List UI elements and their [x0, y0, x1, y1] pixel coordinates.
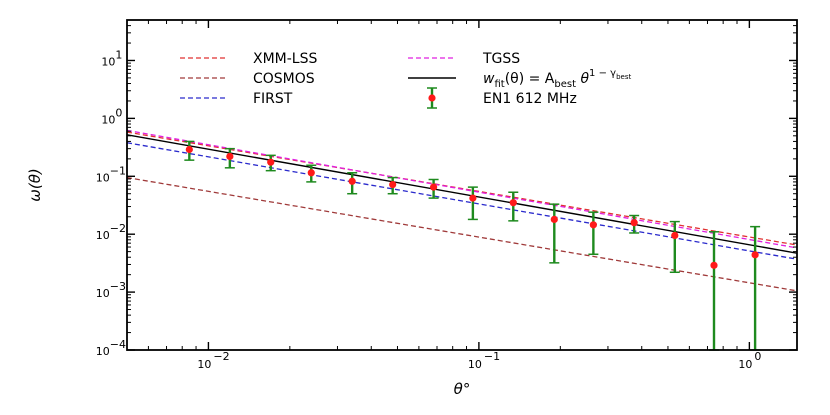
data-point	[709, 231, 720, 351]
axes-frame	[126, 19, 798, 351]
data-point	[347, 172, 358, 195]
data-point	[508, 191, 519, 222]
data-marker	[185, 145, 193, 154]
y-tick-label: 10	[96, 171, 110, 184]
y-tick-label: 10	[96, 287, 110, 300]
y-tick-label: 10	[96, 345, 110, 358]
x-tick-label: 10	[197, 358, 211, 371]
data-marker	[226, 152, 234, 161]
y-tick-exponent: −3	[110, 280, 126, 293]
data-point	[306, 164, 317, 183]
data-point	[549, 203, 560, 264]
data-point	[588, 211, 599, 256]
fit-body: (θ) = A	[505, 71, 555, 87]
data-point	[467, 186, 478, 221]
fit-theta: θ	[576, 71, 589, 87]
data-marker	[671, 231, 679, 240]
y-tick-label: 10	[96, 229, 110, 242]
line-w-fit	[127, 134, 797, 254]
line-first	[127, 142, 797, 260]
legend-fit-label: wfit(θ) = Abest θ1 − γbest	[483, 68, 631, 90]
data-marker	[307, 169, 315, 177]
x-axis-label: θ°	[454, 380, 471, 398]
data-marker	[348, 177, 356, 185]
data-points	[184, 140, 761, 351]
data-point	[428, 178, 439, 199]
legend-marker	[428, 94, 436, 102]
line-tgss	[127, 129, 797, 249]
data-point	[265, 154, 276, 172]
line-cosmos	[127, 176, 797, 292]
y-tick-exponent: 0	[115, 106, 122, 119]
fit-exponent: 1 − γ	[589, 68, 616, 79]
best-subscript: best	[554, 79, 576, 90]
data-point	[629, 214, 640, 234]
data-marker	[710, 261, 718, 269]
data-marker	[267, 158, 275, 166]
y-tick-exponent: −2	[110, 222, 126, 235]
fit-exponent-subscript: best	[616, 73, 631, 81]
y-tick-label: 10	[101, 55, 115, 68]
x-tick-exponent: 0	[754, 350, 761, 363]
fit-w: w	[483, 71, 495, 87]
y-tick-exponent: −4	[110, 338, 126, 351]
model-lines	[127, 129, 797, 292]
data-marker	[630, 219, 638, 227]
data-point	[184, 140, 195, 161]
data-point	[669, 220, 680, 274]
legend-label: XMM-LSS	[253, 51, 317, 67]
data-marker	[550, 215, 558, 224]
legend-label: COSMOS	[253, 71, 315, 87]
data-point	[224, 147, 235, 169]
x-tick-exponent: −1	[484, 350, 500, 363]
data-point	[387, 176, 398, 195]
legend-label: FIRST	[253, 91, 293, 107]
y-tick-exponent: 1	[115, 48, 122, 61]
y-tick-exponent: −1	[110, 164, 126, 177]
data-marker	[751, 251, 759, 259]
data-marker	[469, 194, 477, 202]
y-tick-label: 10	[101, 113, 115, 126]
data-marker	[589, 221, 597, 229]
y-axis-label: ω(θ)	[26, 168, 44, 201]
data-marker	[509, 199, 517, 207]
data-marker	[429, 183, 438, 191]
x-tick-label: 10	[738, 358, 752, 371]
fit-subscript: fit	[494, 79, 504, 90]
x-tick-label: 10	[468, 358, 482, 371]
data-marker	[389, 180, 397, 189]
x-tick-exponent: −2	[213, 350, 229, 363]
legend-label: EN1 612 MHz	[483, 91, 577, 107]
legend-label: TGSS	[482, 51, 520, 67]
